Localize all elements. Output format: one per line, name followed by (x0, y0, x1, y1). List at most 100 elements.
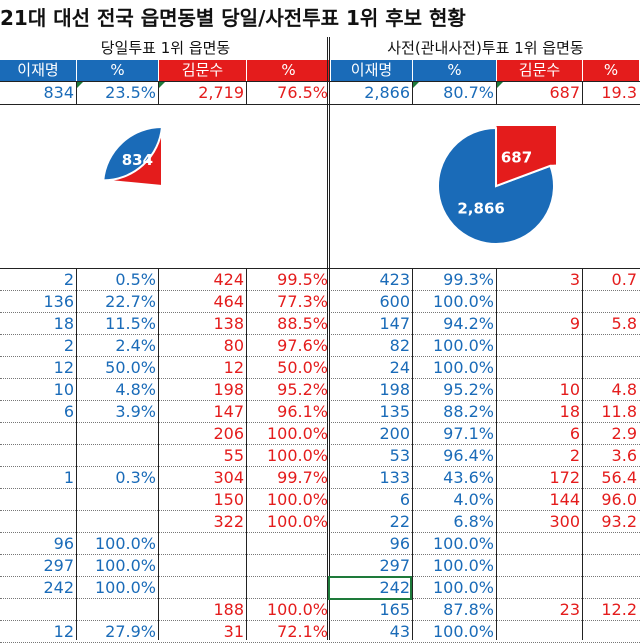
table-cell[interactable] (159, 533, 247, 555)
table-cell[interactable] (497, 335, 583, 357)
table-cell[interactable]: 2 (63, 336, 74, 355)
table-cell[interactable]: 424 (213, 270, 244, 289)
table-cell[interactable]: 55 (223, 446, 244, 465)
table-cell[interactable]: 22 (389, 512, 410, 531)
table-cell[interactable]: 322 (213, 512, 244, 531)
table-cell[interactable]: 3.9% (115, 402, 156, 421)
table-cell[interactable] (583, 533, 640, 555)
table-cell[interactable]: 77.3% (277, 292, 328, 311)
table-cell[interactable] (583, 577, 640, 599)
table-cell[interactable]: 100.0% (432, 358, 494, 377)
table-cell[interactable] (583, 335, 640, 357)
table-cell[interactable]: 50.0% (277, 358, 328, 377)
table-cell[interactable]: 9 (569, 314, 580, 333)
table-cell[interactable]: 242 (379, 578, 410, 597)
table-cell[interactable]: 297 (379, 556, 410, 575)
table-cell[interactable]: 43.6% (443, 468, 494, 487)
table-cell[interactable]: 96.0 (601, 490, 637, 509)
table-cell[interactable]: 11.5% (105, 314, 156, 333)
table-cell[interactable]: 96 (389, 534, 410, 553)
table-cell[interactable]: 99.3% (443, 270, 494, 289)
table-cell[interactable]: 88.5% (277, 314, 328, 333)
table-cell[interactable] (247, 533, 331, 555)
table-cell[interactable]: 100.0% (432, 556, 494, 575)
table-cell[interactable]: 150 (213, 490, 244, 509)
table-cell[interactable]: 12 (53, 358, 74, 377)
table-cell[interactable] (77, 511, 159, 533)
table-cell[interactable] (0, 489, 77, 511)
table-cell[interactable]: 93.2 (601, 512, 637, 531)
table-cell[interactable]: 50.0% (105, 358, 156, 377)
table-cell[interactable]: 147 (379, 314, 410, 333)
table-cell[interactable]: 133 (379, 468, 410, 487)
table-cell[interactable] (497, 533, 583, 555)
table-cell[interactable]: 100.0% (432, 336, 494, 355)
table-cell[interactable]: 100.0% (432, 622, 494, 641)
table-cell[interactable]: 242 (43, 578, 74, 597)
table-cell[interactable] (77, 489, 159, 511)
table-cell[interactable]: 10 (559, 380, 580, 399)
table-cell[interactable] (247, 555, 331, 577)
table-cell[interactable]: 18 (53, 314, 74, 333)
summary-cell[interactable]: 834 (43, 83, 74, 102)
table-cell[interactable]: 96 (53, 534, 74, 553)
summary-cell[interactable]: 687 (549, 83, 580, 102)
table-cell[interactable] (0, 445, 77, 467)
table-cell[interactable]: 18 (559, 402, 580, 421)
summary-cell[interactable]: 23.5% (105, 83, 156, 102)
table-cell[interactable]: 72.1% (277, 622, 328, 641)
table-cell[interactable]: 100.0% (266, 446, 328, 465)
table-cell[interactable]: 53 (389, 446, 410, 465)
table-cell[interactable]: 23 (559, 600, 580, 619)
table-cell[interactable]: 1 (63, 468, 74, 487)
table-cell[interactable]: 0.3% (115, 468, 156, 487)
summary-cell[interactable]: 19.3 (601, 83, 637, 102)
table-cell[interactable]: 100.0% (266, 512, 328, 531)
table-cell[interactable]: 80 (223, 336, 244, 355)
table-cell[interactable]: 96.1% (277, 402, 328, 421)
table-cell[interactable]: 198 (379, 380, 410, 399)
column-header[interactable]: % (247, 60, 331, 81)
table-cell[interactable] (497, 577, 583, 599)
column-header[interactable]: 이재명 (0, 60, 77, 81)
table-cell[interactable]: 88.2% (443, 402, 494, 421)
table-cell[interactable]: 4.0% (453, 490, 494, 509)
column-header[interactable]: 김문수 (159, 60, 247, 81)
table-cell[interactable]: 99.5% (277, 270, 328, 289)
table-cell[interactable] (247, 577, 331, 599)
table-cell[interactable]: 96.4% (443, 446, 494, 465)
table-cell[interactable]: 3 (569, 270, 580, 289)
table-cell[interactable]: 100.0% (432, 578, 494, 597)
table-cell[interactable]: 138 (213, 314, 244, 333)
table-cell[interactable]: 2 (63, 270, 74, 289)
table-cell[interactable]: 99.7% (277, 468, 328, 487)
table-cell[interactable]: 97.6% (277, 336, 328, 355)
table-cell[interactable]: 100.0% (94, 556, 156, 575)
table-cell[interactable]: 3.6 (611, 446, 637, 465)
column-header[interactable]: 이재명 (331, 60, 413, 81)
table-cell[interactable]: 100.0% (432, 534, 494, 553)
table-cell[interactable]: 6 (569, 424, 580, 443)
table-cell[interactable] (497, 555, 583, 577)
table-cell[interactable]: 27.9% (105, 622, 156, 641)
table-cell[interactable]: 94.2% (443, 314, 494, 333)
summary-cell[interactable]: 80.7% (443, 83, 494, 102)
table-cell[interactable]: 10 (53, 380, 74, 399)
table-cell[interactable] (0, 423, 77, 445)
table-cell[interactable]: 12 (53, 622, 74, 641)
column-header[interactable]: % (77, 60, 159, 81)
table-cell[interactable]: 0.5% (115, 270, 156, 289)
table-cell[interactable]: 95.2% (277, 380, 328, 399)
table-cell[interactable]: 144 (549, 490, 580, 509)
table-cell[interactable] (159, 577, 247, 599)
selected-cell[interactable] (328, 576, 412, 600)
table-cell[interactable]: 4.8% (115, 380, 156, 399)
table-cell[interactable]: 206 (213, 424, 244, 443)
table-cell[interactable]: 198 (213, 380, 244, 399)
table-cell[interactable]: 172 (549, 468, 580, 487)
table-cell[interactable] (0, 511, 77, 533)
table-cell[interactable]: 600 (379, 292, 410, 311)
table-cell[interactable]: 6.8% (453, 512, 494, 531)
table-cell[interactable]: 12 (223, 358, 244, 377)
